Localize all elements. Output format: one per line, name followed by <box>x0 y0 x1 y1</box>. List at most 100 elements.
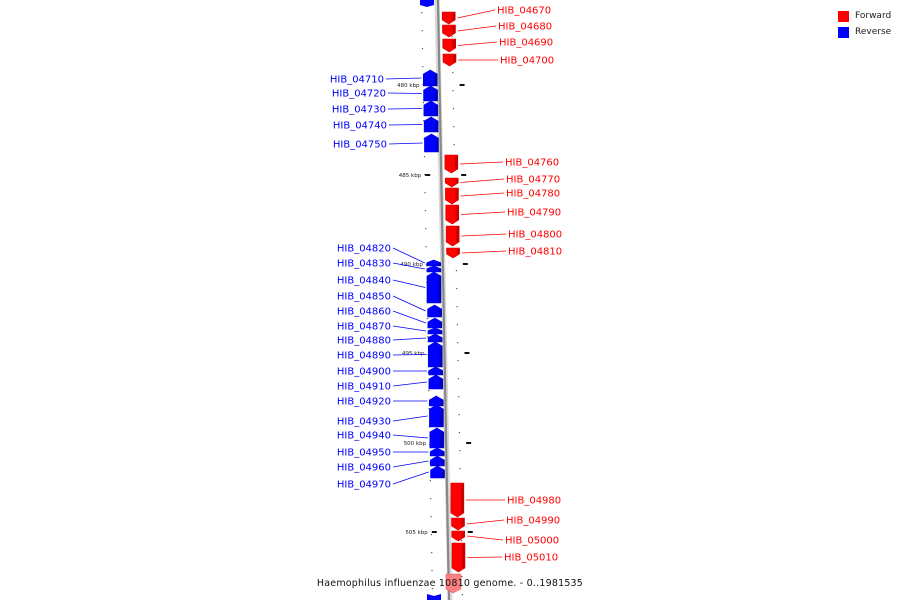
reverse-gene-leader <box>392 247 425 264</box>
ruler-tick-label: 500 kbp <box>404 441 427 447</box>
ruler-tick-right <box>467 531 473 533</box>
minor-tick-right <box>452 90 454 92</box>
forward-gene-HIB_04990-shade <box>461 519 465 526</box>
forward-gene-leader <box>466 535 504 541</box>
reverse-gene-HIB_04930 <box>429 404 444 428</box>
minor-tick-left <box>421 30 423 32</box>
forward-gene-HIB_04670-shade <box>452 13 456 20</box>
minor-tick-right <box>452 108 455 110</box>
forward-gene-label: HIB_04700 <box>500 56 554 67</box>
reverse-gene-leader <box>385 77 422 80</box>
reverse-gene-label: HIB_04870 <box>337 322 391 333</box>
reverse-gene-label: HIB_04960 <box>337 463 391 474</box>
minor-tick-left <box>425 246 427 248</box>
minor-tick-left <box>427 336 429 338</box>
forward-gene-leader <box>457 25 497 32</box>
forward-gene-HIB_04770 <box>444 177 459 188</box>
forward-gene-HIB_04810 <box>446 247 460 259</box>
minor-tick-right <box>455 270 458 272</box>
reverse-gene-leader <box>387 108 422 110</box>
reverse-gene-label: HIB_04880 <box>337 336 391 347</box>
minor-tick-left <box>422 102 425 104</box>
minor-tick-right <box>456 306 458 308</box>
reverse-gene-HIB_04840-shade <box>437 276 441 303</box>
reverse-gene-HIB_04920-shade <box>440 400 444 406</box>
reverse-gene-HIB_04870-shade <box>439 330 443 334</box>
minor-tick-left <box>424 174 426 176</box>
reverse-gene-HIB_04830-shade <box>437 268 441 272</box>
forward-gene-HIB_04780 <box>445 187 459 205</box>
minor-tick-right <box>456 324 459 326</box>
reverse-gene-leader <box>392 295 426 312</box>
minor-tick-right <box>458 414 460 416</box>
reverse-gene-label: HIB_04710 <box>330 75 384 86</box>
minor-tick-left <box>431 552 433 554</box>
minor-tick-left <box>431 588 433 590</box>
minor-tick-left <box>423 156 426 158</box>
reverse-gene-leader <box>392 279 426 288</box>
reverse-gene-leader <box>392 415 428 422</box>
reverse-gene-HIB_04730 <box>423 100 439 117</box>
reverse-gene-label: HIB_04840 <box>337 276 391 287</box>
minor-tick-right <box>453 126 455 128</box>
legend-item-reverse: Reverse <box>838 24 900 40</box>
reverse-gene-HIB_04720-shade <box>434 90 438 101</box>
legend-label-forward: Forward <box>855 11 892 21</box>
forward-gene-label: HIB_04670 <box>497 6 551 17</box>
forward-gene-HIB_04770-shade <box>455 179 459 183</box>
reverse-gene-label: HIB_04850 <box>337 292 391 303</box>
minor-tick-left <box>426 318 429 320</box>
reverse-gene-label: HIB_04930 <box>337 417 391 428</box>
forward-gene-HIB_04810-shade <box>456 249 460 254</box>
minor-tick-left <box>430 516 432 518</box>
ruler-tick-right <box>462 263 468 265</box>
reverse-gene-partial-top <box>420 0 434 7</box>
forward-gene-HIB_05000-shade <box>461 532 465 537</box>
reverse-gene-HIB_04850 <box>427 304 442 318</box>
minor-tick-left <box>423 120 425 122</box>
minor-tick-left <box>430 498 432 500</box>
forward-gene-leader <box>467 556 503 558</box>
forward-gene-label: HIB_04980 <box>507 496 561 507</box>
reverse-gene-leader <box>388 124 423 126</box>
minor-tick-right <box>460 540 462 542</box>
reverse-gene-HIB_04740-shade <box>435 121 439 132</box>
forward-gene-leader <box>457 9 496 19</box>
genome-caption: Haemophilus influenzae 10810 genome. - 0… <box>316 578 584 589</box>
reverse-gene-label: HIB_04900 <box>337 367 391 378</box>
reverse-gene-leader <box>392 354 427 356</box>
reverse-gene-HIB_04930-shade <box>440 409 444 427</box>
ruler-tick-right <box>459 84 465 86</box>
ruler-tick-label: 485 kbp <box>399 173 422 179</box>
minor-tick-right <box>458 396 460 398</box>
reverse-gene-HIB_04950-shade <box>441 451 445 456</box>
reverse-gene-HIB_04880-shade <box>439 337 443 342</box>
reverse-gene-label: HIB_04740 <box>333 121 387 132</box>
minor-tick-right <box>456 288 458 290</box>
forward-gene-leader <box>457 41 498 46</box>
minor-tick-right <box>458 432 461 434</box>
ruler-tick-label: 505 kbp <box>405 530 428 536</box>
minor-tick-right <box>452 72 454 74</box>
reverse-gene-HIB_04900-shade <box>439 370 443 375</box>
minor-tick-left <box>421 48 424 50</box>
ruler-tick-right <box>461 174 467 176</box>
reverse-gene-label: HIB_04750 <box>333 140 387 151</box>
minor-tick-left <box>428 408 430 410</box>
minor-tick-right <box>457 342 459 344</box>
forward-gene-HIB_04670 <box>441 11 456 25</box>
forward-gene-leader <box>460 192 505 197</box>
forward-gene-label: HIB_04800 <box>508 230 562 241</box>
reverse-gene-HIB_04970-shade <box>441 470 445 478</box>
forward-gene-label: HIB_04680 <box>498 22 552 33</box>
reverse-gene-HIB_04860-shade <box>438 322 442 328</box>
reverse-gene-label: HIB_04970 <box>337 480 391 491</box>
reverse-gene-label: HIB_04820 <box>337 244 391 255</box>
minor-tick-left <box>425 228 427 230</box>
minor-tick-right <box>461 576 463 578</box>
reverse-gene-leader <box>392 471 429 485</box>
reverse-gene-partial-bottom <box>427 594 441 600</box>
forward-gene-label: HIB_04780 <box>506 189 560 200</box>
forward-gene-HIB_04700-shade <box>452 55 456 62</box>
